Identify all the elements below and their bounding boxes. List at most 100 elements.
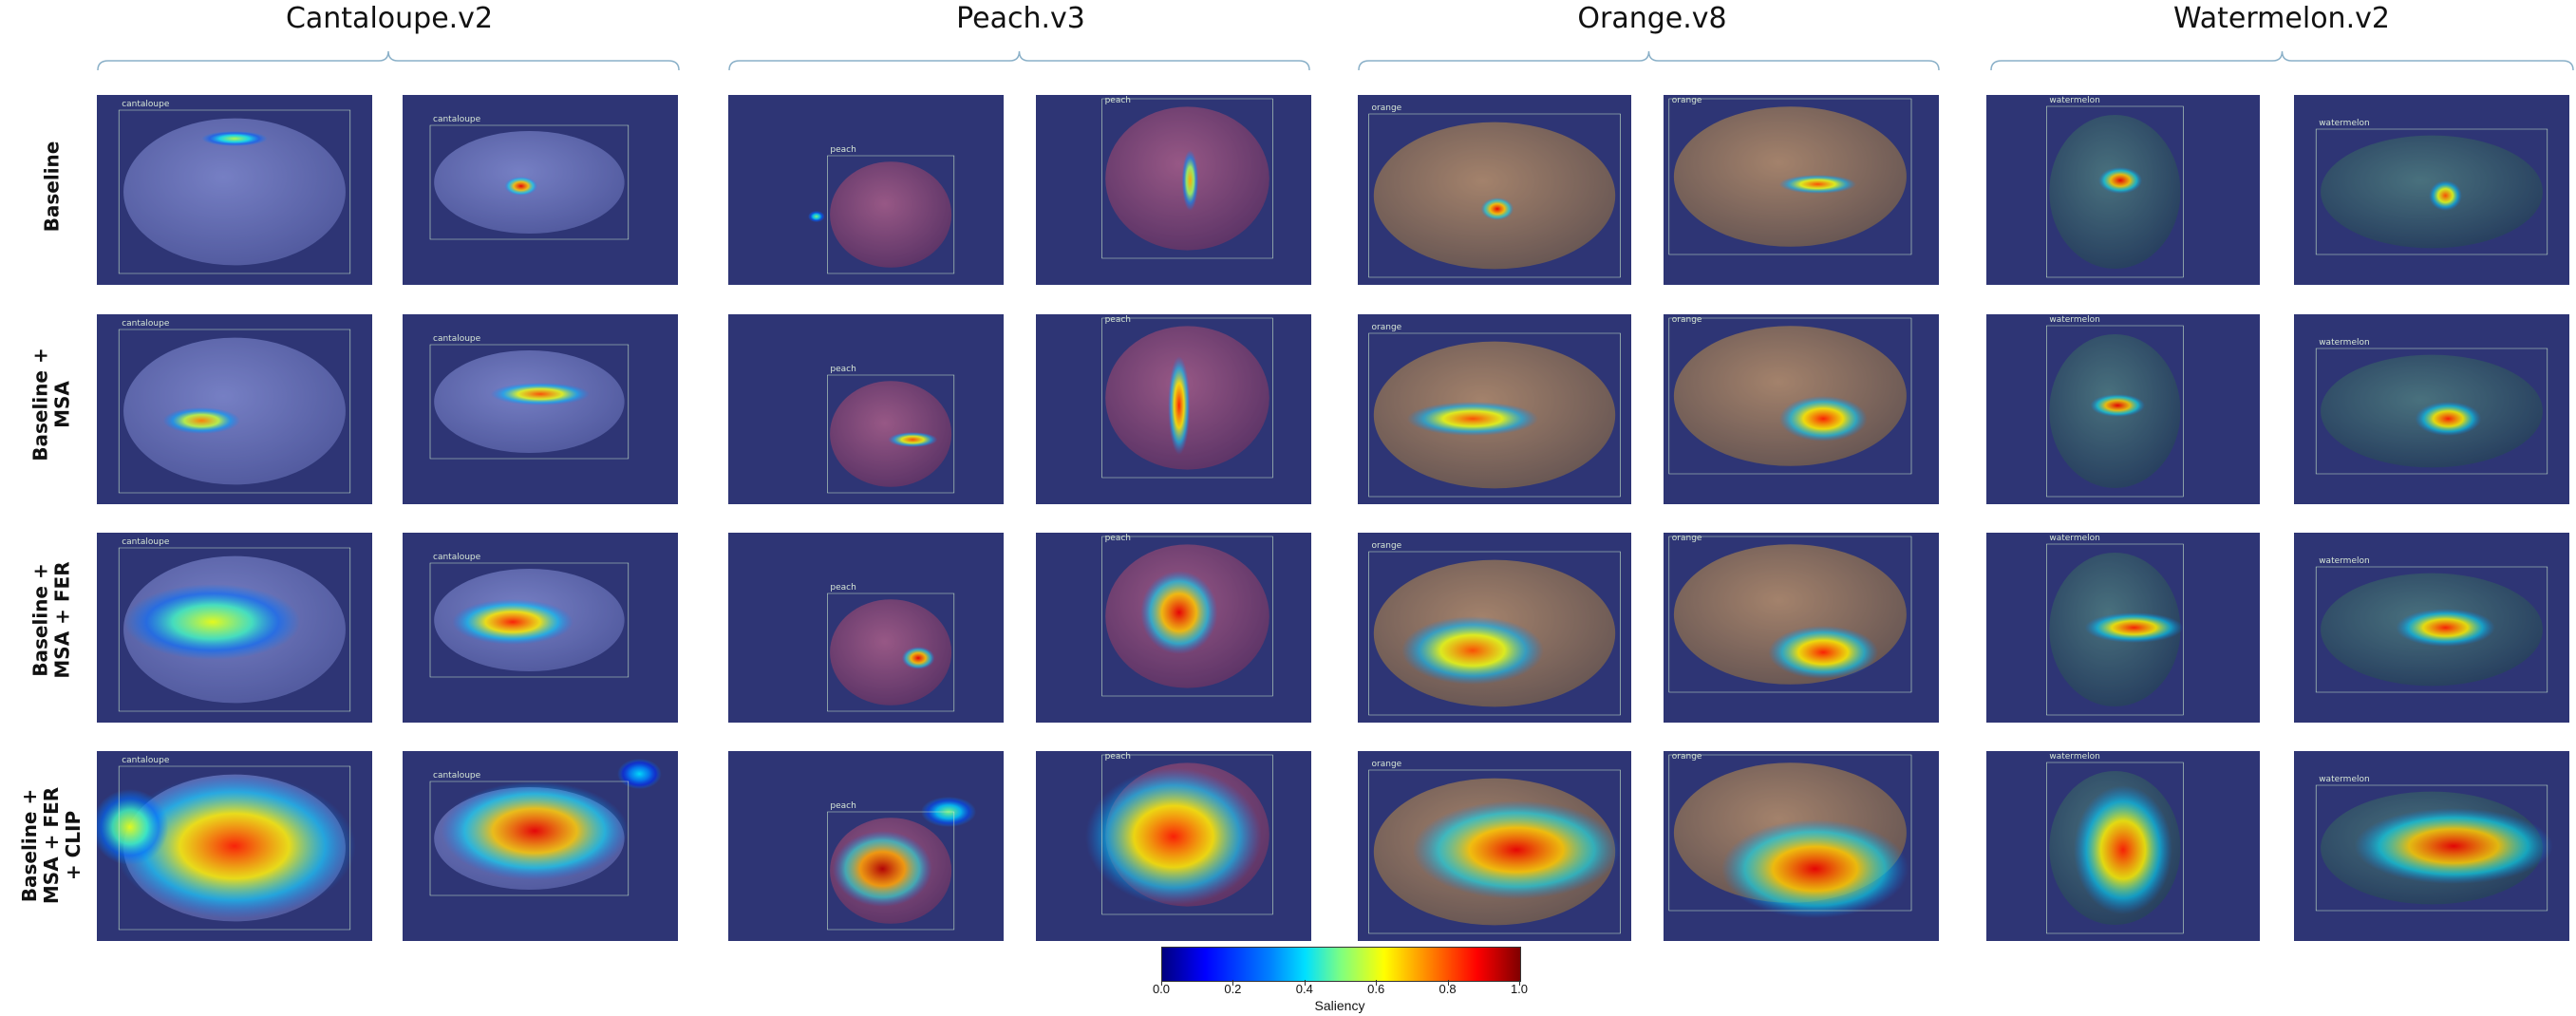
column-title-watermelon: Watermelon.v2 — [2173, 2, 2390, 35]
saliency-overlay-image: cantaloupe — [97, 533, 372, 723]
detection-box — [2046, 762, 2183, 933]
colorbar-tick-label: 0.0 — [1152, 982, 1171, 996]
saliency-overlay-image: orange — [1358, 314, 1631, 504]
detection-box — [2046, 106, 2183, 277]
colorbar-tick — [1304, 980, 1306, 986]
detection-box — [119, 329, 350, 493]
detection-box — [1669, 318, 1911, 474]
saliency-overlay-image: orange — [1358, 533, 1631, 723]
colorbar-tick-label: 0.8 — [1438, 982, 1457, 996]
saliency-overlay-image: watermelon — [2294, 314, 2569, 504]
row-label-text: Baseline + MSA + FER + CLIP — [18, 786, 85, 904]
detection-box — [827, 812, 953, 930]
saliency-colorbar — [1161, 947, 1521, 982]
detection-box — [119, 548, 350, 711]
saliency-overlay-image: peach — [1036, 95, 1311, 285]
saliency-overlay-image: cantaloupe — [403, 751, 678, 941]
detection-class-label: orange — [1671, 315, 1702, 325]
saliency-overlay-image: orange — [1664, 751, 1939, 941]
row-label-text: Baseline — [40, 141, 64, 232]
detection-box — [430, 781, 629, 895]
detection-box — [1102, 536, 1273, 696]
saliency-overlay-image: watermelon — [2294, 95, 2569, 285]
detection-box — [2046, 326, 2183, 497]
detection-class-label: orange — [1671, 534, 1702, 543]
detection-class-label: cantaloupe — [122, 319, 170, 329]
saliency-overlay-image: cantaloupe — [403, 314, 678, 504]
detection-class-label: orange — [1371, 760, 1402, 769]
detection-class-label: cantaloupe — [122, 756, 170, 765]
colorbar-tick — [1519, 980, 1520, 986]
saliency-overlay-image: watermelon — [1986, 751, 2260, 941]
detection-box — [430, 125, 629, 239]
detection-box — [1102, 755, 1273, 914]
detection-class-label: orange — [1671, 96, 1702, 105]
saliency-overlay-image: watermelon — [1986, 533, 2260, 723]
detection-box — [2316, 567, 2548, 692]
colorbar-tick — [1232, 980, 1234, 986]
detection-box — [1369, 552, 1621, 715]
saliency-overlay-image: watermelon — [1986, 314, 2260, 504]
detection-class-label: cantaloupe — [433, 553, 481, 562]
detection-box — [1369, 770, 1621, 933]
saliency-overlay-image: peach — [1036, 751, 1311, 941]
detection-class-label: cantaloupe — [433, 334, 481, 344]
column-title-peach: Peach.v3 — [956, 2, 1085, 35]
detection-class-label: watermelon — [2049, 96, 2100, 105]
detection-box — [1102, 318, 1273, 478]
saliency-overlay-image: orange — [1358, 95, 1631, 285]
colorbar-tick-label: 0.4 — [1295, 982, 1313, 996]
detection-class-label: cantaloupe — [433, 771, 481, 781]
detection-box — [430, 563, 629, 677]
detection-class-label: watermelon — [2319, 775, 2370, 784]
detection-box — [2316, 348, 2548, 474]
saliency-overlay-image: watermelon — [2294, 751, 2569, 941]
detection-class-label: watermelon — [2319, 556, 2370, 566]
column-bracket — [97, 49, 680, 74]
detection-box — [827, 593, 953, 711]
row-label: Baseline + MSA + FER + CLIP — [0, 750, 104, 940]
row-label: Baseline — [0, 91, 104, 281]
row-label: Baseline + MSA + FER — [0, 525, 104, 715]
detection-class-label: watermelon — [2319, 119, 2370, 128]
detection-box — [1369, 114, 1621, 277]
detection-box — [1669, 536, 1911, 692]
saliency-overlay-image: cantaloupe — [97, 314, 372, 504]
saliency-overlay-image: peach — [728, 533, 1004, 723]
colorbar-tick — [1376, 980, 1378, 986]
column-bracket — [1990, 49, 2574, 74]
detection-box — [1669, 99, 1911, 254]
saliency-overlay-image: watermelon — [1986, 95, 2260, 285]
detection-box — [2046, 544, 2183, 715]
detection-class-label: peach — [1104, 534, 1132, 543]
detection-box — [2316, 785, 2548, 911]
detection-class-label: peach — [1104, 96, 1132, 105]
saliency-overlay-image: orange — [1664, 95, 1939, 285]
saliency-overlay-image: peach — [1036, 533, 1311, 723]
detection-class-label: cantaloupe — [122, 537, 170, 547]
colorbar-tick — [1447, 980, 1449, 986]
detection-class-label: peach — [830, 801, 856, 811]
saliency-overlay-image: cantaloupe — [403, 533, 678, 723]
colorbar-tick — [1161, 980, 1162, 986]
detection-class-label: peach — [830, 583, 856, 593]
detection-box — [119, 110, 350, 273]
saliency-overlay-image: peach — [1036, 314, 1311, 504]
column-bracket — [1358, 49, 1940, 74]
colorbar-tick-label: 1.0 — [1510, 982, 1529, 996]
detection-box — [430, 345, 629, 459]
detection-class-label: peach — [1104, 315, 1132, 325]
column-bracket — [728, 49, 1310, 74]
saliency-overlay-image: orange — [1664, 314, 1939, 504]
colorbar-title: Saliency — [1314, 998, 1365, 1013]
detection-class-label: watermelon — [2319, 338, 2370, 348]
colorbar-tick-label: 0.2 — [1224, 982, 1242, 996]
detection-class-label: watermelon — [2049, 752, 2100, 762]
detection-box — [827, 375, 953, 493]
detection-box — [1669, 755, 1911, 911]
saliency-overlay-image: peach — [728, 314, 1004, 504]
detection-class-label: cantaloupe — [122, 100, 170, 109]
column-title-orange: Orange.v8 — [1577, 2, 1727, 35]
saliency-overlay-image: watermelon — [2294, 533, 2569, 723]
saliency-overlay-image: cantaloupe — [403, 95, 678, 285]
